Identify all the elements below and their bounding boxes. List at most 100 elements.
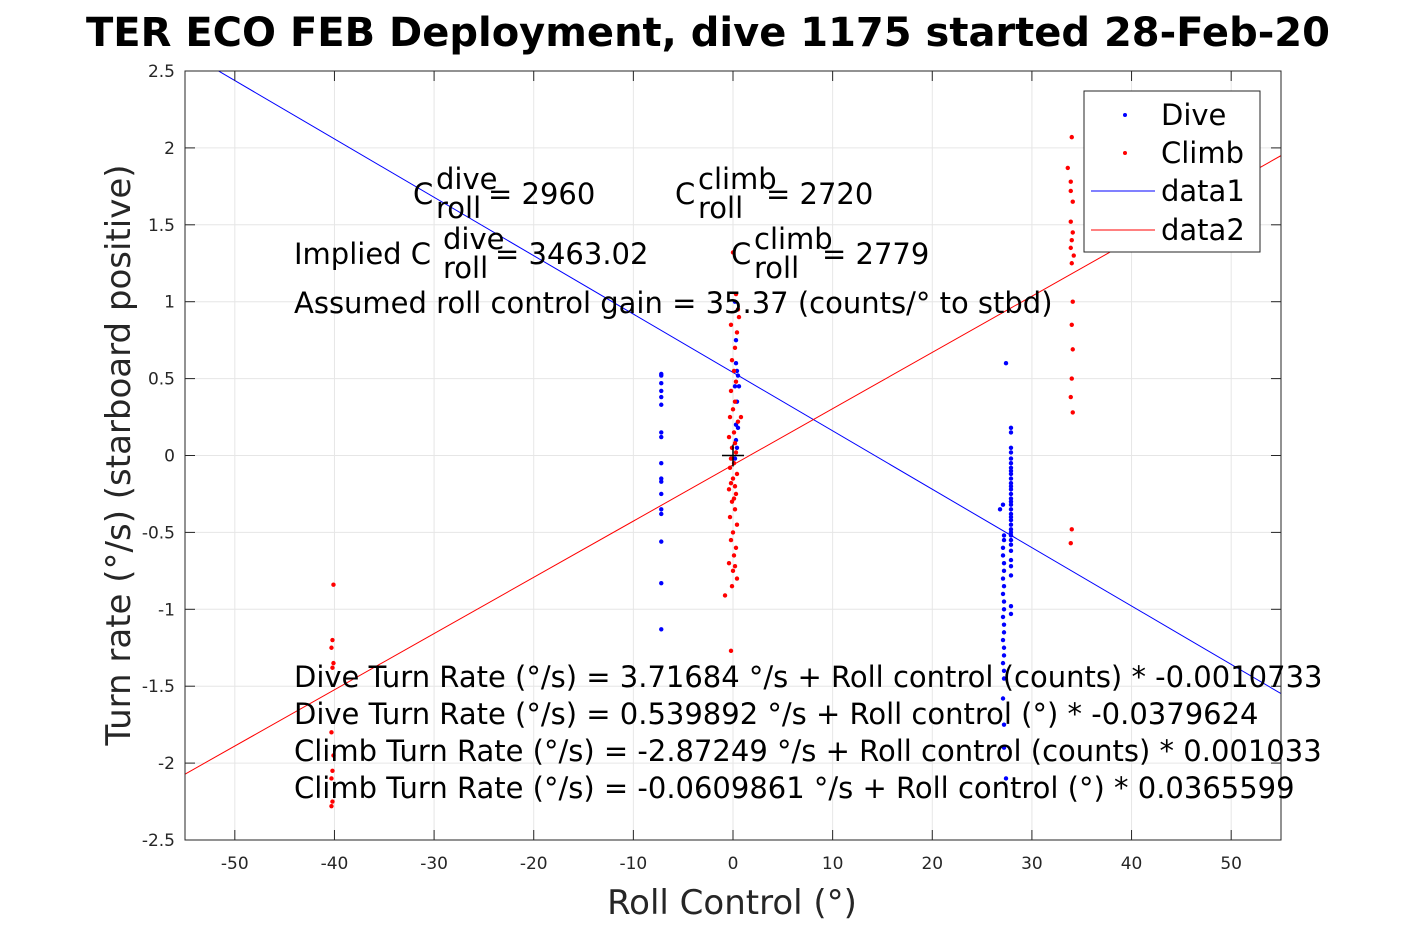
dive-point <box>659 476 664 481</box>
dive-point <box>1008 537 1014 543</box>
dive-point <box>659 388 664 394</box>
y-tick-label: -2.5 <box>142 831 175 851</box>
dive-point <box>1001 533 1007 538</box>
climb-point <box>730 407 736 412</box>
dive-point <box>659 381 664 386</box>
y-tick-label: -1.5 <box>142 677 175 697</box>
c-climb-value: = 2720 <box>766 177 873 211</box>
dive-point <box>1000 637 1006 643</box>
dive-point <box>659 460 664 466</box>
legend-data2-label: data2 <box>1161 213 1245 247</box>
dive-point <box>1003 361 1009 366</box>
climb-point <box>732 399 738 404</box>
dive-point <box>1008 465 1014 471</box>
dive-point <box>659 580 664 586</box>
dive-point <box>1001 676 1007 681</box>
x-tick-label: -50 <box>221 854 249 874</box>
dive-point <box>1000 614 1006 620</box>
climb-point <box>1069 376 1074 381</box>
dive-point <box>1000 553 1006 558</box>
dive-point <box>1008 542 1014 547</box>
x-axis-label: Roll Control (°) <box>607 883 857 923</box>
dive-point <box>1008 425 1014 431</box>
implied-climb-sup: climb <box>754 222 833 256</box>
dive-point <box>1001 630 1007 635</box>
legend-box <box>1083 90 1261 253</box>
dive-point <box>659 434 664 440</box>
dive-point <box>733 361 739 366</box>
c-climb-base: C <box>675 177 695 211</box>
climb-point <box>733 450 739 455</box>
dive-point <box>1008 445 1014 451</box>
climb-point <box>729 584 735 589</box>
dive-point <box>1008 611 1014 617</box>
climb-point <box>1068 394 1073 400</box>
x-tick-label: 0 <box>728 854 739 874</box>
dive-point <box>659 402 664 407</box>
climb-point <box>731 368 737 374</box>
climb-point <box>728 322 734 327</box>
dive-point <box>659 539 664 544</box>
climb-point <box>1065 165 1070 171</box>
dive-point <box>1008 496 1014 501</box>
x-tick-label: -20 <box>520 854 548 874</box>
implied-climb-base: C <box>731 237 751 271</box>
dive-point <box>1001 584 1007 589</box>
climb-point <box>1070 299 1075 304</box>
climb-point <box>1068 219 1073 224</box>
y-tick-label: 0.5 <box>148 370 175 390</box>
dive-point <box>659 511 664 517</box>
x-tick-label: 50 <box>1220 854 1242 874</box>
x-tick-label: 20 <box>921 854 943 874</box>
origin-marker <box>722 444 744 467</box>
x-tick-label: -30 <box>420 854 448 874</box>
climb-point <box>728 537 734 543</box>
dive-point <box>1001 607 1007 612</box>
implied-prefix: Implied C <box>294 237 431 271</box>
dive-point <box>1008 471 1014 477</box>
c-dive-annotation: C dive roll = 2960 <box>413 162 595 225</box>
dive-point <box>1008 527 1014 532</box>
dive-point <box>1001 722 1007 727</box>
climb-point <box>732 484 738 489</box>
climb-point <box>733 491 739 497</box>
implied-climb-sub: roll <box>754 251 799 285</box>
dive-point <box>659 627 664 632</box>
climb-point <box>1070 410 1075 415</box>
climb-point <box>331 660 336 666</box>
climb-point <box>727 414 733 420</box>
climb-point <box>728 480 734 486</box>
dive-point <box>1008 514 1014 520</box>
dive-point <box>1000 660 1006 666</box>
dive-counts-equation: Dive Turn Rate (°/s) = 3.71684 °/s + Rol… <box>294 660 1322 694</box>
implied-c-climb-annotation: C climb roll = 2779 <box>731 222 929 285</box>
y-axis-label: Turn rate (°/s) (starboard positive) <box>99 164 139 746</box>
climb-point <box>331 582 336 587</box>
dive-point <box>1000 502 1006 507</box>
dive-point <box>1008 476 1014 481</box>
climb-point <box>729 357 735 363</box>
climb-point <box>734 471 740 477</box>
dive-point <box>732 299 738 304</box>
y-tick-label: 2.5 <box>148 62 175 82</box>
dive-point <box>1001 645 1007 650</box>
dive-point <box>1008 507 1014 512</box>
dive-degrees-equation: Dive Turn Rate (°/s) = 0.539892 °/s + Ro… <box>294 697 1259 731</box>
y-tick-label: -1 <box>158 600 175 620</box>
climb-point <box>734 522 740 527</box>
legend: Dive Climb data1 data2 <box>1083 90 1261 253</box>
dive-point <box>1001 599 1007 604</box>
x-tick-label: -40 <box>321 854 349 874</box>
dive-point <box>1001 745 1007 750</box>
dive-point <box>1001 537 1007 543</box>
climb-point <box>734 576 740 581</box>
climb-point <box>330 799 335 804</box>
climb-point <box>733 545 739 550</box>
climb-point <box>735 307 741 312</box>
dive-point <box>659 430 664 435</box>
dive-point <box>1008 487 1014 492</box>
climb-point <box>727 514 733 520</box>
c-dive-sup: dive <box>436 162 497 196</box>
climb-point <box>733 291 739 297</box>
y-tick-label: 2 <box>164 139 175 159</box>
